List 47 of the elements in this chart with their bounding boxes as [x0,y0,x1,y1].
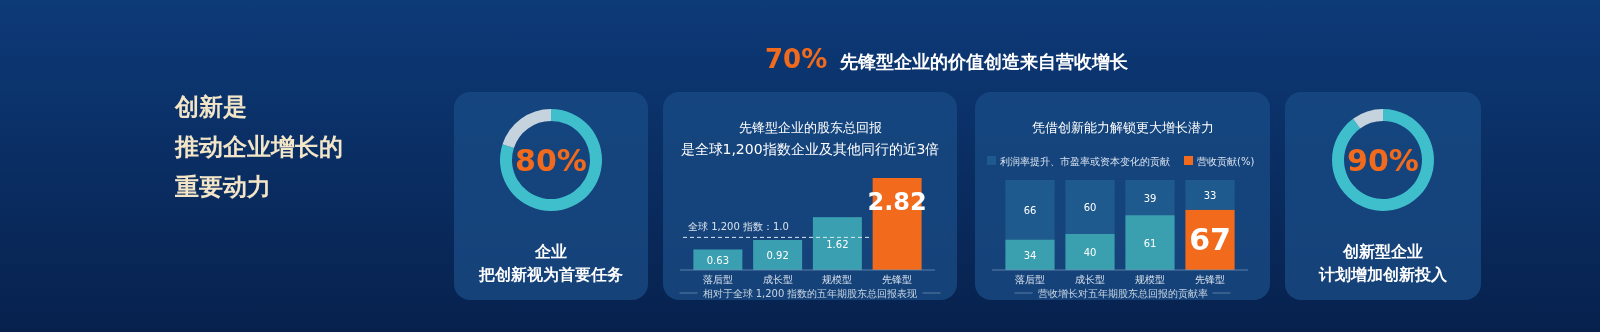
text: 把创新视为首要任务 [478,265,623,284]
data-label: 61 [1143,237,1157,249]
data-label: 80% [515,143,587,178]
bar [1125,215,1175,270]
x-tick-label: 落后型 [702,274,733,285]
data-label: 40 [1083,247,1097,258]
text: 企业 [534,242,567,261]
bar [753,239,803,270]
legend-label: 利润率提升、市盈率或资本变化的贡献 [1000,156,1170,167]
x-axis-title: 营收增长对五年期股东总回报的贡献率 [1037,288,1208,299]
legend-label: 营收贡献(%) [1197,156,1255,167]
bar [1005,239,1055,270]
data-label: 34 [1023,249,1037,261]
bar [1005,180,1055,240]
bar [1125,180,1175,216]
x-tick-label: 先锋型 [1195,274,1225,285]
bar [1185,180,1235,210]
text: 重要动力 [174,173,271,201]
ref-line-label: 全球 1,200 指数：1.0 [688,221,789,233]
data-label: 67 [1189,221,1231,257]
chart-title: 先锋型企业的股东总回报 [738,120,882,135]
text: 创新是 [174,93,247,121]
data-label: 1.62 [826,238,849,250]
text: 创新型企业 [1342,242,1423,261]
text: 先锋型企业的价值创造来自营收增长 [839,51,1129,72]
text: 推动企业增长的 [174,133,343,161]
data-label: 90% [1347,143,1419,178]
data-label: 66 [1023,204,1037,216]
text: 计划增加创新投入 [1318,265,1448,284]
x-tick-label: 成长型 [1075,274,1105,285]
data-label: 0.92 [766,249,789,261]
x-tick-label: 落后型 [1015,274,1045,285]
x-tick-label: 规模型 [822,274,853,285]
x-axis-title: 相对于全球 1,200 指数的五年期股东总回报表现 [702,288,918,299]
data-label: 60 [1083,202,1097,213]
x-tick-label: 成长型 [762,274,793,285]
data-label: 39 [1143,192,1157,204]
chart-title: 凭借创新能力解锁更大增长潜力 [1031,120,1214,135]
bar [1065,234,1115,270]
chart-subtitle: 是全球1,200指数企业及其他同行的近3倍 [680,141,940,157]
bar [812,217,862,270]
x-tick-label: 先锋型 [882,274,913,285]
data-label: 33 [1203,189,1217,201]
data-label: 0.63 [706,254,730,266]
bar [1065,180,1115,234]
x-tick-label: 规模型 [1135,274,1165,285]
text: 70% [765,44,828,74]
